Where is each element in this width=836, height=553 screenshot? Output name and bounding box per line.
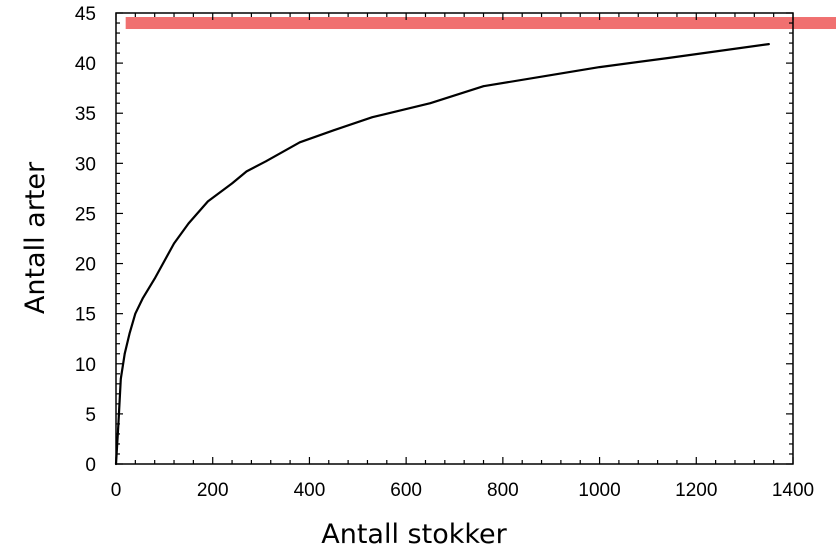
series-layer: [114, 42, 770, 466]
y-axis-title: Antall arter: [20, 161, 51, 314]
annotation-layer: [125, 17, 836, 30]
data-point: [128, 332, 131, 335]
axis-ticks: [115, 12, 794, 465]
data-point: [371, 116, 374, 119]
data-point: [265, 160, 267, 163]
highlight-band: [125, 17, 836, 30]
data-point: [173, 242, 175, 245]
data-point: [550, 74, 553, 77]
y-tick-label: 0: [85, 455, 96, 476]
data-point: [141, 297, 144, 300]
plot-frame: [115, 12, 794, 465]
x-axis-title: Antall stokker: [321, 519, 507, 550]
x-tick-label: 200: [197, 480, 229, 501]
data-point: [206, 200, 209, 203]
x-tick-label: 1000: [578, 480, 620, 501]
data-point: [123, 352, 126, 355]
x-tick-label: 400: [294, 480, 326, 501]
data-point: [598, 66, 601, 69]
data-point: [187, 222, 190, 225]
x-tick-label: 800: [487, 480, 519, 501]
data-point: [482, 85, 485, 88]
data-point: [119, 377, 122, 380]
data-point: [298, 141, 301, 144]
data-point: [117, 423, 120, 425]
y-tick-label: 45: [75, 4, 96, 25]
data-point: [231, 182, 233, 185]
data-point: [666, 57, 669, 59]
data-point: [767, 43, 770, 45]
x-tick-label: 0: [111, 480, 122, 501]
x-tick-label: 600: [390, 480, 422, 501]
tick-labels: 0 200 400 600 800 1000 1200 1400 0 5 10 15 20 25 30 35 4…: [75, 4, 814, 501]
data-point: [332, 129, 335, 132]
x-tick-label: 1200: [675, 480, 717, 501]
series-line: [114, 42, 770, 466]
x-tick-label: 1400: [772, 480, 814, 501]
y-tick-label: 40: [75, 54, 96, 75]
data-point: [245, 170, 248, 173]
y-tick-label: 5: [85, 405, 96, 426]
y-tick-label: 35: [75, 104, 96, 125]
data-point: [153, 277, 156, 280]
y-tick-label: 15: [75, 305, 96, 326]
y-tick-label: 30: [75, 154, 96, 175]
y-tick-label: 25: [75, 204, 96, 225]
y-tick-label: 20: [75, 255, 96, 276]
y-tick-label: 10: [75, 355, 96, 376]
data-point: [134, 312, 137, 315]
data-point: [429, 102, 432, 105]
